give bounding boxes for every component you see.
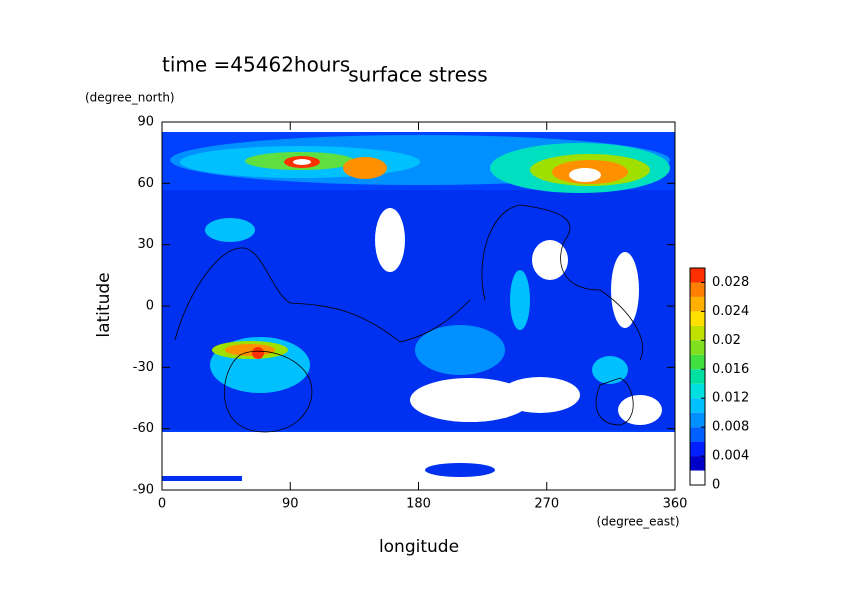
colorbar-tick-label: 0.012 <box>712 391 749 406</box>
chart-title: surface stress <box>348 63 487 87</box>
x-tick-label: 360 <box>663 497 688 512</box>
x-tick-label: 270 <box>534 497 559 512</box>
colorbar-band <box>690 325 705 341</box>
colorbar-band <box>690 369 705 384</box>
y-tick-label: -60 <box>133 421 154 436</box>
colorbar-band <box>690 427 705 442</box>
y-tick-label: -30 <box>133 360 154 375</box>
y-tick-label: 0 <box>146 299 154 314</box>
colorbar-band <box>690 311 705 326</box>
colorbar-band <box>690 441 705 457</box>
contour-field <box>162 132 675 490</box>
colorbar-band <box>690 412 705 428</box>
colorbar-tick-label: 0.02 <box>712 333 741 348</box>
y-tick-label: -90 <box>133 483 154 498</box>
y-tick-label: 90 <box>137 115 154 130</box>
subtitle: time =45462hours <box>162 53 350 77</box>
colorbar-band <box>690 354 705 370</box>
colorbar-tick-label: 0.028 <box>712 275 749 290</box>
colorbar-tick-label: 0.016 <box>712 362 749 377</box>
colorbar-tick-label: 0.024 <box>712 304 749 319</box>
colorbar-band <box>690 296 705 312</box>
coastline <box>174 204 643 433</box>
x-tick-label: 180 <box>406 497 431 512</box>
colorbar-band <box>690 340 705 355</box>
y-tick-label: 60 <box>137 176 154 191</box>
x-tick-label: 90 <box>282 497 299 512</box>
y-unit: (degree_north) <box>85 91 175 105</box>
colorbar-tick-label: 0 <box>712 478 720 493</box>
x-axis-label: longitude <box>379 537 459 557</box>
y-tick-label: 30 <box>137 237 154 252</box>
colorbar-band <box>690 470 705 485</box>
x-tick-label: 0 <box>158 497 166 512</box>
colorbar-frame <box>689 267 706 486</box>
colorbar-band <box>690 456 705 471</box>
x-unit: (degree_east) <box>596 515 679 529</box>
colorbar-tick-label: 0.004 <box>712 449 749 464</box>
y-axis-label: latitude <box>94 272 114 337</box>
colorbar-tick-label: 0.008 <box>712 420 749 435</box>
colorbar-band <box>690 398 705 413</box>
colorbar-band <box>690 282 705 297</box>
colorbar-band <box>690 268 705 283</box>
colorbar-band <box>690 383 705 399</box>
